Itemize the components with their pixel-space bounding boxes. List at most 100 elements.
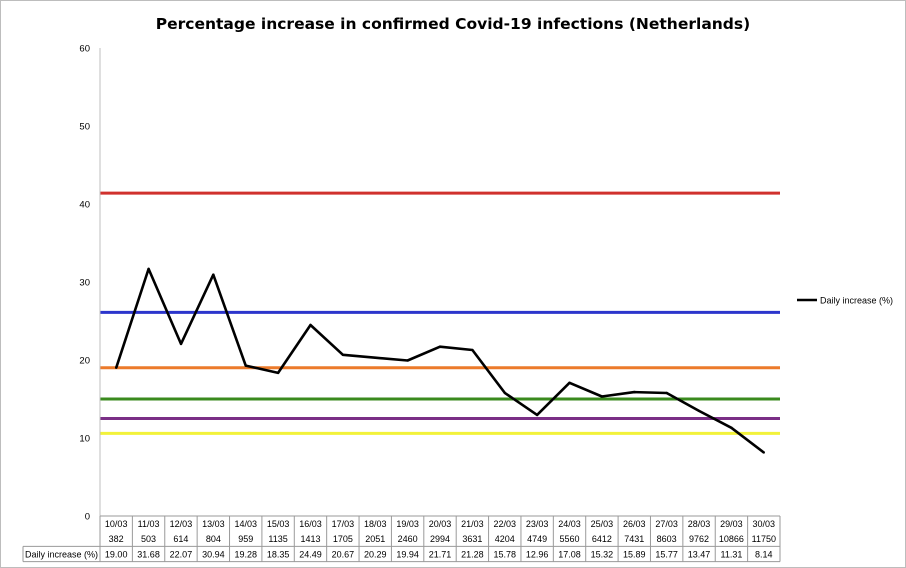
value-label-cell: 19.28 bbox=[234, 549, 257, 559]
reference-lines bbox=[100, 191, 780, 435]
y-tick-label: 60 bbox=[79, 44, 90, 55]
confirmed-cases-cell: 2051 bbox=[365, 534, 385, 544]
confirmed-cases-cell: 8603 bbox=[657, 534, 677, 544]
confirmed-cases-cell: 3631 bbox=[462, 534, 482, 544]
x-tick-label: 18/03 bbox=[364, 519, 387, 529]
x-tick-label: 14/03 bbox=[234, 519, 257, 529]
value-label-cell: 17.08 bbox=[558, 549, 581, 559]
y-tick-label: 10 bbox=[79, 434, 90, 445]
legend: Daily increase (%) bbox=[797, 296, 893, 306]
data-point bbox=[147, 267, 150, 271]
value-label-cell: 19.94 bbox=[396, 549, 419, 559]
data-point bbox=[341, 353, 345, 356]
data-point bbox=[503, 391, 506, 395]
value-label-cell: 8.14 bbox=[755, 549, 773, 559]
x-tick-label: 15/03 bbox=[267, 519, 290, 529]
confirmed-cases-cell: 6412 bbox=[592, 534, 612, 544]
x-tick-label: 25/03 bbox=[591, 519, 614, 529]
x-tick-label: 13/03 bbox=[202, 519, 225, 529]
value-label-cell: 15.32 bbox=[591, 549, 614, 559]
confirmed-cases-cell: 7431 bbox=[624, 534, 644, 544]
value-label-cell: 21.28 bbox=[461, 549, 484, 559]
data-point bbox=[665, 391, 668, 395]
confirmed-cases-cell: 10866 bbox=[719, 534, 744, 544]
x-tick-label: 19/03 bbox=[396, 519, 419, 529]
data-point bbox=[438, 345, 442, 348]
confirmed-cases-cell: 4749 bbox=[527, 534, 547, 544]
y-tick-label: 0 bbox=[85, 512, 90, 523]
confirmed-cases-cell: 503 bbox=[141, 534, 156, 544]
confirmed-cases-cell: 382 bbox=[109, 534, 124, 544]
data-point bbox=[633, 390, 636, 394]
confirmed-cases-cell: 9762 bbox=[689, 534, 709, 544]
x-tick-label: 28/03 bbox=[688, 519, 711, 529]
confirmed-cases-cell: 4204 bbox=[495, 534, 515, 544]
value-label-cell: 20.67 bbox=[332, 549, 355, 559]
y-tick-label: 40 bbox=[79, 200, 90, 211]
x-tick-label: 21/03 bbox=[461, 519, 484, 529]
data-point bbox=[244, 364, 247, 367]
data-point bbox=[600, 395, 604, 398]
value-label-cell: 12.96 bbox=[526, 549, 549, 559]
confirmed-cases-cell: 1705 bbox=[333, 534, 353, 544]
x-tick-label: 24/03 bbox=[558, 519, 581, 529]
x-tick-label: 12/03 bbox=[170, 519, 193, 529]
x-tick-label: 11/03 bbox=[138, 519, 160, 529]
y-axis: 0 10 20 30 40 50 60 bbox=[79, 44, 101, 523]
series-group bbox=[114, 267, 766, 454]
confirmed-cases-cell: 2460 bbox=[398, 534, 418, 544]
data-point bbox=[762, 451, 766, 454]
chart-title: Percentage increase in confirmed Covid-1… bbox=[156, 15, 750, 33]
series-line bbox=[114, 267, 765, 454]
value-label-cell: 15.78 bbox=[493, 549, 516, 559]
value-label-cell: 21.71 bbox=[429, 549, 452, 559]
confirmed-cases-cell: 959 bbox=[238, 534, 253, 544]
value-label-cell: 18.35 bbox=[267, 549, 290, 559]
value-label-cell: 15.77 bbox=[655, 549, 678, 559]
value-label-cell: 22.07 bbox=[170, 549, 193, 559]
confirmed-cases-cell: 804 bbox=[206, 534, 221, 544]
data-point bbox=[730, 426, 733, 429]
data-point bbox=[568, 381, 571, 384]
value-label-cell: 19.00 bbox=[105, 549, 128, 559]
series-name-cell: Daily increase (%) bbox=[25, 549, 98, 559]
data-point bbox=[406, 359, 409, 362]
x-tick-label: 10/03 bbox=[105, 519, 128, 529]
x-tick-label: 26/03 bbox=[623, 519, 646, 529]
data-point bbox=[276, 371, 280, 375]
data-table: Daily increase (%) 10/03 382 19.00 11/03 503 3… bbox=[22, 515, 781, 563]
value-label-cell: 13.47 bbox=[688, 549, 711, 559]
data-point bbox=[212, 273, 215, 276]
confirmed-cases-cell: 1413 bbox=[300, 534, 320, 544]
confirmed-cases-cell: 2994 bbox=[430, 534, 450, 544]
x-tick-label: 20/03 bbox=[429, 519, 452, 529]
confirmed-cases-cell: 5560 bbox=[560, 534, 580, 544]
confirmed-cases-cell: 614 bbox=[173, 534, 188, 544]
value-label-cell: 30.94 bbox=[202, 549, 225, 559]
confirmed-cases-cell: 11750 bbox=[752, 534, 776, 544]
data-point bbox=[374, 356, 377, 359]
x-tick-label: 30/03 bbox=[753, 519, 776, 529]
x-tick-label: 16/03 bbox=[299, 519, 322, 529]
value-label-cell: 11.31 bbox=[720, 549, 742, 559]
data-point bbox=[179, 342, 183, 346]
y-tick-label: 30 bbox=[79, 278, 90, 289]
data-point bbox=[471, 348, 474, 352]
value-label-cell: 15.89 bbox=[623, 549, 646, 559]
data-point bbox=[697, 409, 701, 413]
x-tick-label: 17/03 bbox=[332, 519, 355, 529]
x-tick-label: 27/03 bbox=[655, 519, 678, 529]
data-point bbox=[535, 413, 539, 417]
value-label-cell: 31.68 bbox=[137, 549, 160, 559]
y-tick-label: 50 bbox=[79, 122, 90, 133]
x-tick-label: 22/03 bbox=[493, 519, 516, 529]
x-tick-label: 23/03 bbox=[526, 519, 549, 529]
x-tick-label: 29/03 bbox=[720, 519, 743, 529]
value-label-cell: 20.29 bbox=[364, 549, 387, 559]
confirmed-cases-cell: 1135 bbox=[268, 534, 287, 544]
value-label-cell: 24.49 bbox=[299, 549, 322, 559]
y-tick-label: 20 bbox=[79, 356, 90, 367]
data-point bbox=[114, 366, 118, 369]
data-point bbox=[309, 323, 312, 327]
